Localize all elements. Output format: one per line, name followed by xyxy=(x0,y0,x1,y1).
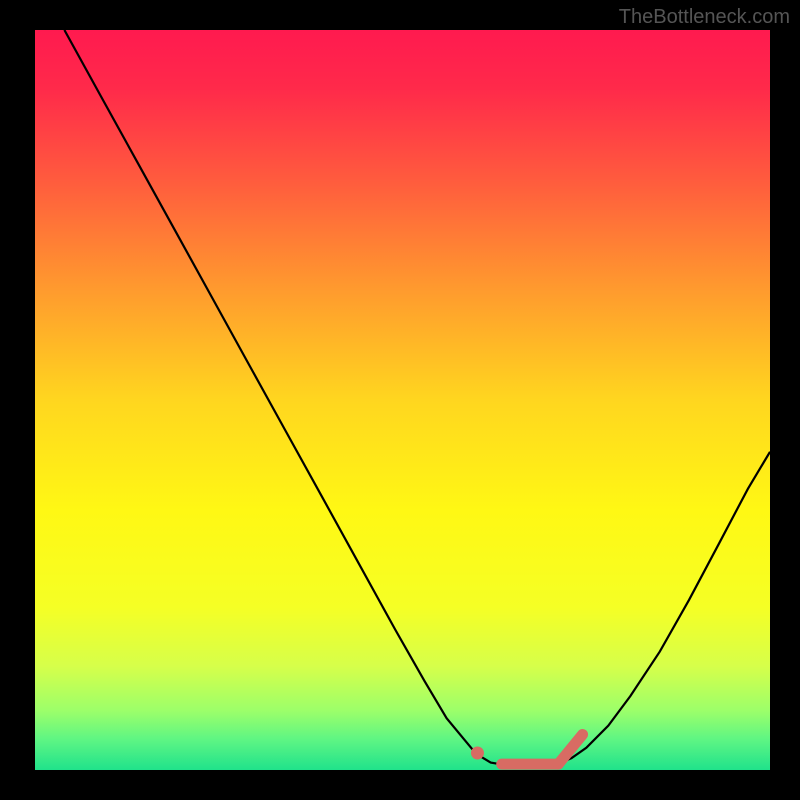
watermark-text: TheBottleneck.com xyxy=(619,6,790,29)
gradient-background xyxy=(35,30,770,770)
chart-canvas: TheBottleneck.com xyxy=(0,0,800,800)
plot-area xyxy=(35,30,770,770)
plot-svg xyxy=(35,30,770,770)
